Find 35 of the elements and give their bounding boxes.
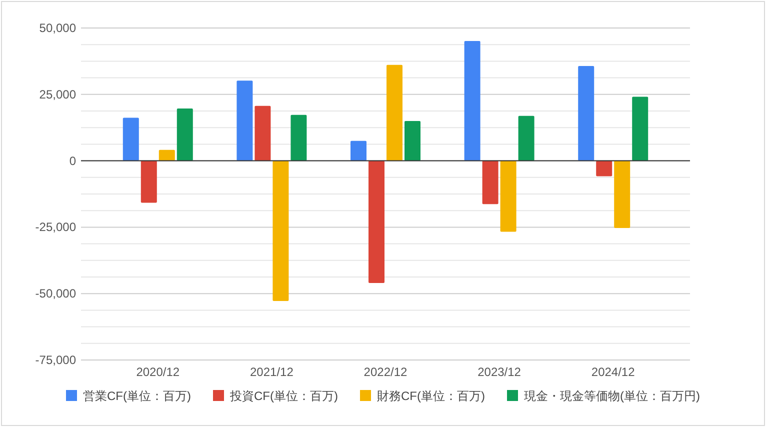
bar — [350, 140, 366, 161]
bar — [122, 118, 139, 161]
bar — [614, 160, 630, 228]
bar — [464, 41, 480, 161]
bar — [158, 150, 175, 161]
bar — [272, 160, 289, 302]
bar — [518, 116, 534, 161]
y-tick-label: -50,000 — [35, 286, 76, 301]
x-tick-label: 2020/12 — [136, 365, 180, 379]
y-tick-label: 0 — [69, 154, 76, 168]
y-tick-label: 50,000 — [39, 21, 76, 35]
bar — [404, 120, 420, 161]
x-tick-label: 2022/12 — [364, 365, 408, 379]
y-tick-label: -25,000 — [35, 220, 76, 234]
bar — [236, 80, 253, 161]
bar — [632, 96, 648, 161]
x-tick-label: 2023/12 — [478, 365, 522, 379]
x-tick-label: 2021/12 — [250, 365, 294, 379]
bar — [140, 160, 157, 203]
bar — [500, 160, 516, 232]
x-tick-label: 2024/12 — [591, 365, 636, 379]
bar — [254, 106, 271, 161]
bar — [368, 160, 384, 283]
bar — [290, 114, 307, 161]
legend-label: 財務CF(単位：百万) — [377, 389, 485, 403]
legend-label: 現金・現金等価物(単位：百万円) — [524, 389, 700, 403]
y-tick-label: -75,000 — [35, 353, 76, 367]
bar — [482, 160, 498, 204]
bar — [176, 108, 193, 161]
bar — [578, 66, 594, 161]
legend-label: 投資CF(単位：百万) — [229, 389, 338, 403]
bar — [386, 64, 402, 161]
bar — [596, 160, 612, 176]
legend-label: 営業CF(単位：百万) — [83, 389, 191, 403]
y-tick-label: 25,000 — [39, 87, 76, 102]
